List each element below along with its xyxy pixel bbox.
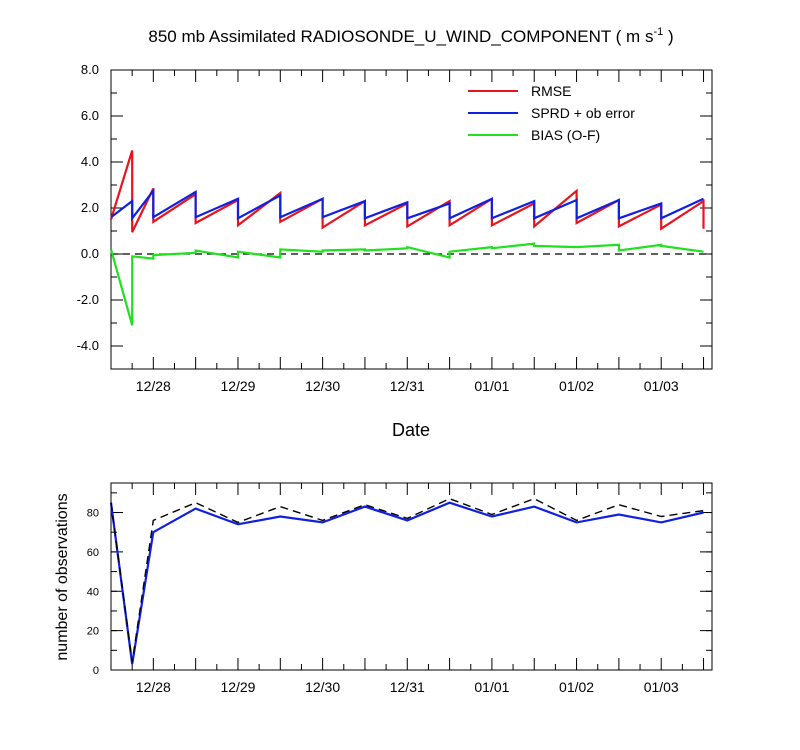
x-tick-label: 01/01 [474,679,509,695]
x-tick-label: 12/31 [390,378,425,394]
plot-frame [110,482,713,671]
series-line-sprd-ob-error [110,187,704,222]
x-tick-label: 12/28 [136,378,171,394]
x-tick-label: 01/02 [559,679,594,695]
y-tick-label: 8.0 [81,62,99,77]
x-tick-label: 12/28 [136,679,171,695]
x-tick-label: 12/30 [305,378,340,394]
x-tick-label: 12/29 [220,679,255,695]
x-axis-label: Date [392,420,430,440]
y-tick-label: 2.0 [81,200,99,215]
y-tick-label: 6.0 [81,108,99,123]
y-tick-label: 0 [93,665,99,677]
bottom-panel: 80 60 40 20 0 12/28 12/29 12/30 12/31 01/01 01/02 0… [87,482,713,695]
top-panel: 8.0 6.0 4.0 2.0 0.0 -2.0 -4.0 12/28 12/29 12/30 12… [77,62,713,394]
series-line-assimilated [109,501,704,665]
series-line-rmse [109,150,705,233]
x-tick-label: 12/31 [390,679,425,695]
x-tick-label: 12/29 [220,378,255,394]
y-tick-label: 80 [87,508,99,520]
legend-entry: RMSE [531,83,571,99]
y-tick-label: 40 [87,586,99,598]
x-tick-label: 01/03 [644,679,679,695]
x-tick-label: 12/30 [305,679,340,695]
x-tick-label: 01/02 [559,378,594,394]
y-tick-label: -2.0 [77,292,99,307]
y-tick-label: -4.0 [77,338,99,353]
x-tick-label: 01/01 [474,378,509,394]
series-line-bias-o-f- [109,242,704,326]
series-line-possible [110,497,704,663]
legend-entry: BIAS (O-F) [531,127,600,143]
y-tick-label: 4.0 [81,154,99,169]
y-axis-label-bottom: number of observations [54,493,71,660]
chart-title: 850 mb Assimilated RADIOSONDE_U_WIND_COM… [148,26,673,46]
y-tick-label: 0.0 [81,246,99,261]
y-tick-label: 60 [87,547,99,559]
y-tick-label: 20 [87,626,99,638]
x-tick-label: 01/03 [644,378,679,394]
legend-entry: SPRD + ob error [531,105,635,121]
